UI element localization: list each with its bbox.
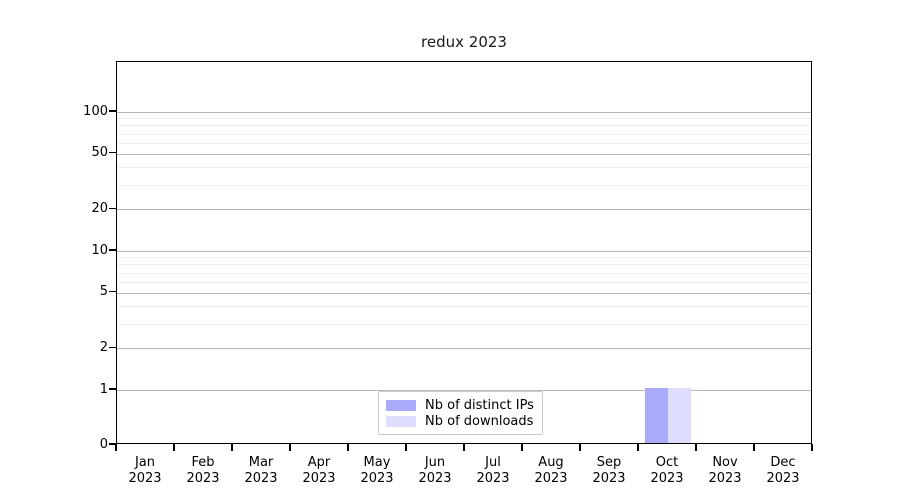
gridline-minor: [117, 125, 811, 127]
gridline-minor: [117, 133, 811, 135]
x-tick-mark: [289, 444, 291, 451]
x-tick-label-line: Jun: [424, 455, 446, 470]
gridline-major: [117, 112, 811, 113]
y-tick-mark: [109, 110, 116, 112]
legend-label: Nb of downloads: [425, 413, 534, 429]
gridline-minor: [117, 184, 811, 186]
gridline-minor: [117, 264, 811, 266]
chart-title: redux 2023: [421, 33, 507, 51]
x-tick-label-line: 2023: [650, 471, 684, 486]
x-tick-mark: [521, 444, 523, 451]
x-tick-label-line: 2023: [708, 471, 742, 486]
x-tick-mark: [811, 444, 813, 451]
gridline-minor: [117, 306, 811, 308]
bar: [645, 388, 668, 443]
legend-item[interactable]: Nb of downloads: [386, 413, 534, 429]
x-tick-label-line: Nov: [712, 455, 738, 470]
x-tick-mark: [695, 444, 697, 451]
y-tick-mark: [109, 249, 116, 251]
gridline-major: [117, 348, 811, 350]
gridline-minor: [117, 257, 811, 259]
x-tick-label-line: Feb: [191, 455, 215, 470]
y-tick-label: 1: [99, 381, 108, 397]
x-tick-mark: [347, 444, 349, 451]
x-tick-mark: [637, 444, 639, 451]
y-tick-label: 0: [99, 436, 108, 452]
gridline-major: [117, 251, 811, 252]
x-tick-label-line: 2023: [244, 471, 278, 486]
x-tick-label-line: 2023: [592, 471, 626, 486]
x-tick-label: Dec 2023: [754, 455, 812, 487]
y-tick-label: 5: [99, 284, 108, 300]
gridline-minor: [117, 281, 811, 283]
bar: [668, 388, 691, 443]
x-tick-label-line: Sep: [596, 455, 622, 470]
x-tick-label: Jul 2023: [464, 455, 522, 487]
x-tick-label: Mar 2023: [232, 455, 290, 487]
gridline-major: [117, 209, 811, 211]
x-tick-mark: [115, 444, 117, 451]
x-tick-label-line: 2023: [418, 471, 452, 486]
x-tick-label: Jun 2023: [406, 455, 464, 487]
legend-label: Nb of distinct IPs: [425, 397, 534, 413]
y-tick-label: 100: [83, 103, 108, 119]
gridline-minor: [117, 118, 811, 120]
x-tick-label: Sep 2023: [580, 455, 638, 487]
x-tick-label: Feb 2023: [174, 455, 232, 487]
y-tick-label: 2: [99, 339, 108, 355]
legend-item[interactable]: Nb of distinct IPs: [386, 397, 534, 413]
y-tick-mark: [109, 152, 116, 154]
y-tick-label: 20: [91, 200, 108, 216]
x-tick-label-line: 2023: [534, 471, 568, 486]
x-tick-label: May 2023: [348, 455, 406, 487]
gridline-major: [117, 390, 811, 391]
gridline-minor: [117, 142, 811, 144]
x-tick-label-line: Dec: [770, 455, 796, 470]
y-tick-mark: [109, 346, 116, 348]
plot-area: [116, 61, 812, 444]
x-tick-mark: [753, 444, 755, 451]
x-tick-label-line: May: [363, 455, 391, 470]
y-tick-mark: [109, 291, 116, 293]
x-tick-label-line: 2023: [128, 471, 162, 486]
x-tick-mark: [405, 444, 407, 451]
x-tick-mark: [173, 444, 175, 451]
x-tick-label-line: 2023: [186, 471, 220, 486]
legend-swatch-icon: [386, 415, 416, 427]
y-tick-label: 10: [91, 242, 108, 258]
gridline-major: [117, 292, 811, 294]
y-tick-label: 50: [91, 145, 108, 161]
x-tick-label-line: Aug: [538, 455, 564, 470]
x-tick-label-line: Mar: [248, 455, 274, 470]
legend-swatch-icon: [386, 399, 416, 411]
x-tick-label: Apr 2023: [290, 455, 348, 487]
chart-legend[interactable]: Nb of distinct IPs Nb of downloads: [378, 391, 543, 435]
y-tick-mark: [109, 207, 116, 209]
x-tick-label-line: 2023: [360, 471, 394, 486]
y-tick-mark: [109, 388, 116, 390]
x-tick-label-line: 2023: [476, 471, 510, 486]
y-tick-mark: [109, 443, 116, 445]
x-tick-label-line: Jan: [134, 455, 156, 470]
x-tick-label: Nov 2023: [696, 455, 754, 487]
x-tick-mark: [463, 444, 465, 451]
gridline-major: [117, 153, 811, 155]
x-tick-label-line: Apr: [307, 455, 331, 470]
gridline-minor: [117, 272, 811, 274]
x-tick-label-line: 2023: [766, 471, 800, 486]
x-tick-mark: [579, 444, 581, 451]
x-tick-label: Jan 2023: [116, 455, 174, 487]
x-tick-label-line: Oct: [655, 455, 679, 470]
gridline-minor: [117, 167, 811, 169]
x-tick-label: Oct 2023: [638, 455, 696, 487]
x-tick-label: Aug 2023: [522, 455, 580, 487]
gridline-minor: [117, 323, 811, 325]
x-tick-mark: [231, 444, 233, 451]
x-tick-label-line: Jul: [485, 455, 501, 470]
x-tick-label-line: 2023: [302, 471, 336, 486]
